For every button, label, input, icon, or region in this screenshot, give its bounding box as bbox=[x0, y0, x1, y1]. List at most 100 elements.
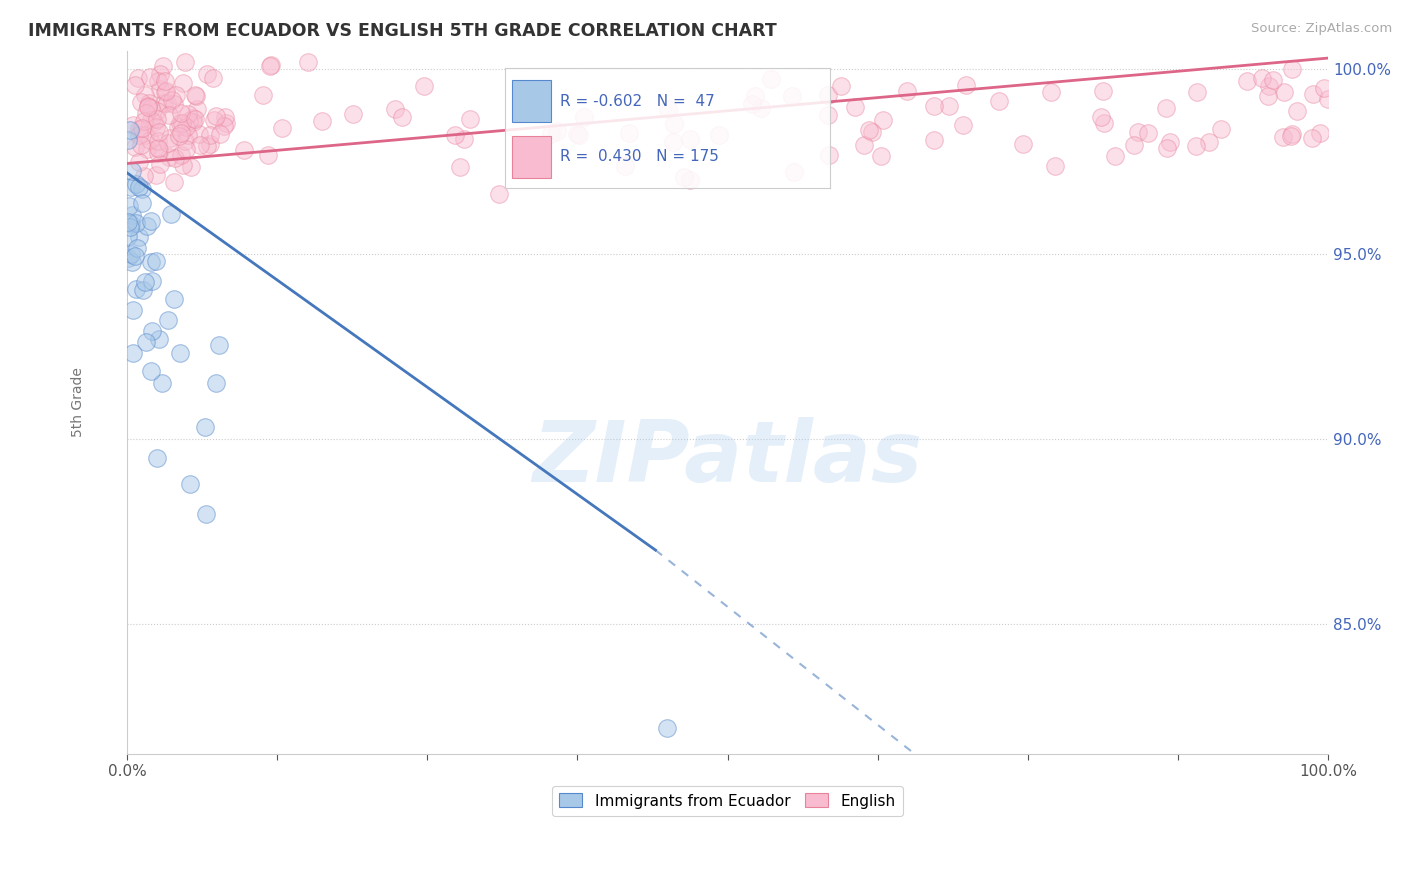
Point bbox=[1104, 149, 1126, 163]
Point bbox=[117, 229, 139, 244]
Point bbox=[159, 207, 181, 221]
Point bbox=[170, 126, 193, 140]
Point bbox=[186, 103, 208, 117]
Point bbox=[155, 84, 177, 98]
Point bbox=[662, 135, 685, 149]
Point bbox=[128, 230, 150, 244]
Point bbox=[134, 275, 156, 289]
Point bbox=[1185, 139, 1208, 153]
Text: Source: ZipAtlas.com: Source: ZipAtlas.com bbox=[1251, 22, 1392, 36]
Point bbox=[657, 102, 679, 116]
Point bbox=[139, 255, 162, 269]
Point bbox=[869, 149, 891, 163]
Point bbox=[120, 217, 142, 231]
Point bbox=[1198, 135, 1220, 149]
Point bbox=[174, 142, 197, 156]
Point bbox=[169, 116, 191, 130]
Point bbox=[143, 115, 166, 129]
Point bbox=[138, 95, 160, 110]
Point bbox=[1281, 127, 1303, 141]
Point bbox=[1313, 80, 1336, 95]
Point bbox=[194, 420, 217, 434]
Point bbox=[546, 124, 568, 138]
Point bbox=[125, 282, 148, 296]
Point bbox=[208, 338, 231, 352]
Point bbox=[922, 133, 945, 147]
Point bbox=[657, 721, 679, 735]
Point bbox=[139, 214, 162, 228]
Point bbox=[195, 67, 218, 81]
Point bbox=[860, 125, 883, 139]
Point bbox=[1154, 102, 1177, 116]
Point bbox=[128, 121, 150, 136]
Point bbox=[122, 346, 145, 360]
Point bbox=[163, 292, 186, 306]
Point bbox=[574, 111, 596, 125]
Point bbox=[163, 96, 186, 111]
Point bbox=[127, 70, 149, 85]
Point bbox=[148, 134, 170, 148]
Point bbox=[170, 106, 193, 120]
Point bbox=[145, 120, 167, 134]
Point bbox=[741, 97, 763, 112]
Point bbox=[122, 118, 145, 132]
Point bbox=[1286, 103, 1309, 118]
Point bbox=[174, 134, 197, 148]
Point bbox=[259, 59, 281, 73]
Point bbox=[1257, 78, 1279, 93]
Point bbox=[1309, 126, 1331, 140]
Point bbox=[413, 78, 436, 93]
Point bbox=[157, 108, 180, 122]
Point bbox=[150, 376, 173, 390]
Point bbox=[1257, 88, 1279, 103]
Point bbox=[141, 274, 163, 288]
Point bbox=[131, 196, 153, 211]
Point bbox=[121, 254, 143, 268]
Point bbox=[780, 88, 803, 103]
Point bbox=[195, 508, 218, 522]
Point bbox=[118, 199, 141, 213]
Point bbox=[858, 122, 880, 136]
Point bbox=[1279, 129, 1302, 144]
Point bbox=[134, 88, 156, 103]
Point bbox=[148, 332, 170, 346]
Point bbox=[679, 173, 702, 187]
Point bbox=[188, 138, 211, 153]
Point bbox=[1136, 126, 1159, 140]
Point bbox=[938, 99, 960, 113]
Point bbox=[146, 141, 169, 155]
Point bbox=[146, 145, 169, 160]
Point bbox=[1159, 135, 1181, 149]
Point bbox=[118, 122, 141, 136]
Point bbox=[817, 108, 839, 122]
Point bbox=[749, 101, 772, 115]
Point bbox=[872, 113, 894, 128]
Point bbox=[128, 179, 150, 194]
Point bbox=[195, 138, 218, 153]
Point bbox=[955, 78, 977, 92]
Point bbox=[1122, 138, 1144, 153]
Point bbox=[183, 112, 205, 127]
Point bbox=[679, 132, 702, 146]
Point bbox=[139, 70, 162, 84]
Point bbox=[124, 78, 146, 92]
Point bbox=[181, 111, 204, 125]
Point bbox=[141, 364, 163, 378]
Point bbox=[540, 128, 562, 142]
Point bbox=[153, 74, 176, 88]
Point bbox=[297, 54, 319, 69]
Point bbox=[342, 106, 364, 120]
Y-axis label: 5th Grade: 5th Grade bbox=[72, 368, 86, 437]
Point bbox=[202, 112, 225, 127]
Point bbox=[117, 215, 139, 229]
Point bbox=[129, 137, 152, 152]
Point bbox=[209, 128, 232, 142]
Point bbox=[159, 130, 181, 145]
Point bbox=[124, 249, 146, 263]
Point bbox=[172, 159, 194, 173]
Point bbox=[135, 105, 157, 120]
Point bbox=[131, 120, 153, 135]
Point bbox=[145, 253, 167, 268]
Point bbox=[664, 117, 686, 131]
Point bbox=[214, 119, 236, 133]
